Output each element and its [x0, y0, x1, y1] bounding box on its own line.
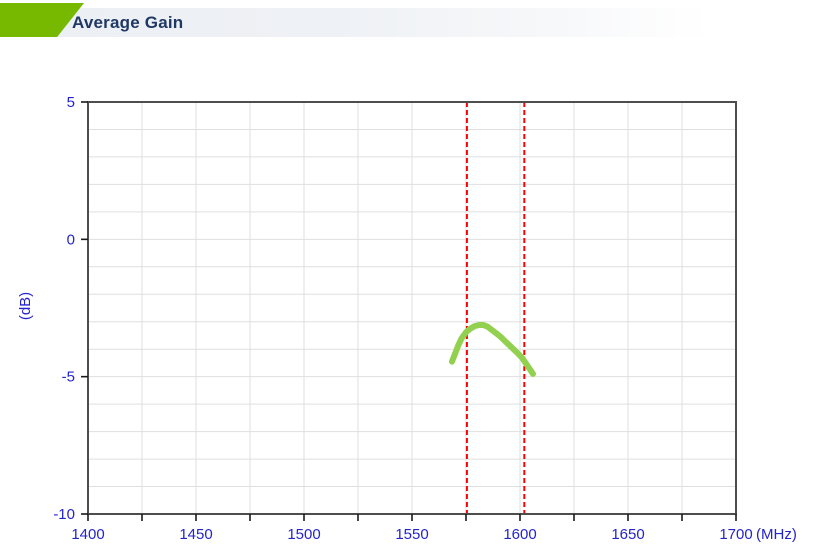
- y-tick-label: -10: [53, 506, 75, 523]
- gain-curve: [449, 322, 536, 377]
- x-tick-label: 1550: [395, 526, 428, 543]
- y-axis-ticks: [81, 101, 88, 515]
- x-tick-label: 1700: [719, 526, 752, 543]
- x-tick-label: 1650: [611, 526, 644, 543]
- y-tick-label: -5: [62, 369, 75, 386]
- y-axis-unit-label: (dB): [17, 292, 34, 320]
- plot-grid: [88, 102, 736, 514]
- x-tick-label: 1500: [287, 526, 320, 543]
- x-axis-labels: 1400 1450 1500 1550 1600 1650 1700: [71, 526, 752, 543]
- band-marker-lines: [465, 102, 526, 514]
- section-header: Average Gain: [0, 0, 814, 44]
- x-tick-label: 1450: [179, 526, 212, 543]
- x-axis-ticks: [87, 514, 737, 521]
- page-title: Average Gain: [72, 13, 184, 32]
- header-bar: [0, 8, 740, 37]
- y-tick-label: 5: [67, 94, 75, 111]
- x-tick-label: 1600: [503, 526, 536, 543]
- x-axis-unit-label: (MHz): [756, 526, 797, 543]
- y-axis-labels: 5 0 -5 -10: [53, 94, 75, 523]
- x-tick-label: 1400: [71, 526, 104, 543]
- y-tick-label: 0: [67, 231, 75, 248]
